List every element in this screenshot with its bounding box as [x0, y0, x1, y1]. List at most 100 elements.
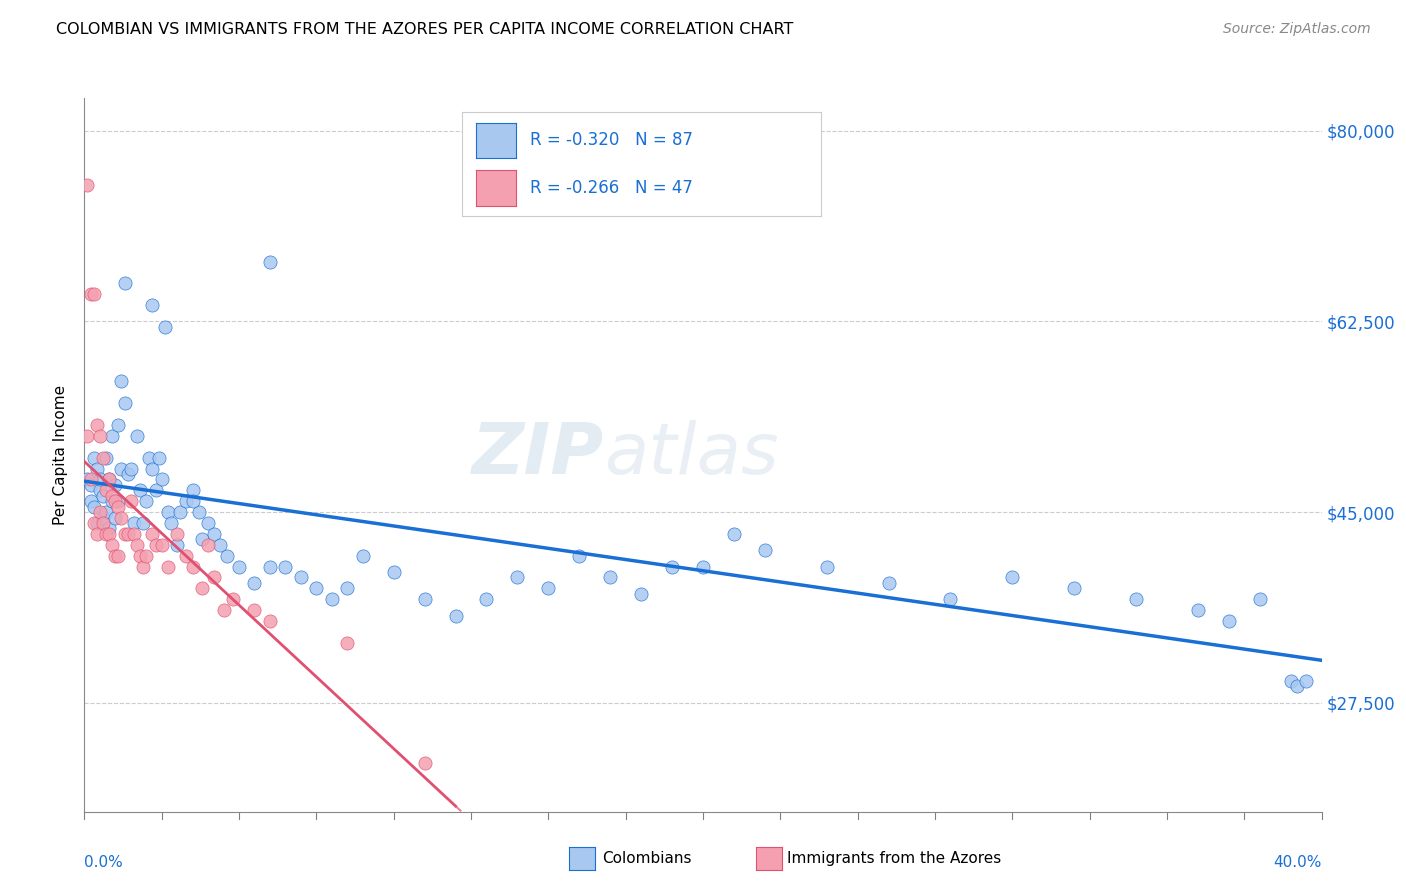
Text: COLOMBIAN VS IMMIGRANTS FROM THE AZORES PER CAPITA INCOME CORRELATION CHART: COLOMBIAN VS IMMIGRANTS FROM THE AZORES …	[56, 22, 793, 37]
Point	[98, 472, 121, 486]
Point	[101, 489, 124, 503]
Point	[181, 559, 204, 574]
Point	[104, 549, 127, 563]
Point	[352, 549, 374, 563]
Point	[117, 527, 139, 541]
Point	[1001, 570, 1024, 584]
Point	[209, 538, 232, 552]
Point	[114, 396, 136, 410]
Point	[101, 494, 124, 508]
Point	[122, 527, 145, 541]
Point	[413, 756, 436, 770]
Point	[202, 527, 225, 541]
Point	[692, 559, 714, 574]
Point	[94, 527, 117, 541]
Point	[110, 510, 132, 524]
Point	[1285, 680, 1308, 694]
Point	[336, 636, 359, 650]
Point	[83, 516, 105, 530]
Point	[1295, 673, 1317, 688]
Point	[76, 429, 98, 443]
Point	[1279, 673, 1302, 688]
Point	[104, 510, 127, 524]
Point	[191, 533, 214, 547]
Point	[537, 582, 560, 596]
Point	[145, 538, 167, 552]
Point	[197, 538, 219, 552]
Point	[86, 417, 108, 432]
Point	[98, 521, 121, 535]
Point	[117, 467, 139, 481]
Point	[122, 516, 145, 530]
Point	[79, 478, 101, 492]
Point	[107, 500, 129, 514]
Point	[212, 603, 235, 617]
Point	[630, 587, 652, 601]
Point	[156, 505, 179, 519]
Point	[150, 538, 173, 552]
Point	[754, 543, 776, 558]
Point	[98, 527, 121, 541]
Point	[89, 429, 111, 443]
Point	[132, 516, 155, 530]
Point	[215, 549, 238, 563]
Point	[141, 527, 163, 541]
Point	[94, 450, 117, 465]
Point	[166, 538, 188, 552]
Point	[91, 489, 114, 503]
Point	[110, 461, 132, 475]
Point	[305, 582, 328, 596]
Point	[107, 549, 129, 563]
Point	[444, 608, 467, 623]
Point	[877, 576, 900, 591]
Point	[197, 516, 219, 530]
Point	[120, 494, 142, 508]
Point	[83, 500, 105, 514]
Point	[148, 450, 170, 465]
Point	[661, 559, 683, 574]
Point	[290, 570, 312, 584]
Point	[110, 375, 132, 389]
Point	[1249, 592, 1271, 607]
Text: 0.0%: 0.0%	[84, 855, 124, 871]
Point	[107, 417, 129, 432]
Point	[202, 570, 225, 584]
Point	[76, 178, 98, 193]
Point	[129, 483, 152, 498]
Point	[150, 472, 173, 486]
Point	[181, 483, 204, 498]
Point	[243, 576, 266, 591]
Point	[91, 450, 114, 465]
Point	[1125, 592, 1147, 607]
Point	[1187, 603, 1209, 617]
Point	[274, 559, 297, 574]
Point	[723, 527, 745, 541]
Point	[94, 483, 117, 498]
Point	[91, 516, 114, 530]
Point	[141, 461, 163, 475]
Point	[79, 287, 101, 301]
Point	[145, 483, 167, 498]
Point	[176, 494, 198, 508]
Point	[191, 582, 214, 596]
Point	[132, 559, 155, 574]
Point	[114, 277, 136, 291]
Point	[101, 538, 124, 552]
Point	[939, 592, 962, 607]
Y-axis label: Per Capita Income: Per Capita Income	[53, 384, 69, 525]
Point	[79, 494, 101, 508]
Point	[125, 538, 148, 552]
Point	[1218, 614, 1240, 628]
Point	[599, 570, 621, 584]
Text: ZIP: ZIP	[472, 420, 605, 490]
Point	[259, 614, 281, 628]
Point	[135, 494, 157, 508]
Point	[89, 483, 111, 498]
Point	[243, 603, 266, 617]
Point	[181, 494, 204, 508]
Text: Colombians: Colombians	[602, 851, 692, 865]
Point	[259, 559, 281, 574]
Point	[176, 549, 198, 563]
Point	[86, 527, 108, 541]
Point	[382, 565, 405, 579]
